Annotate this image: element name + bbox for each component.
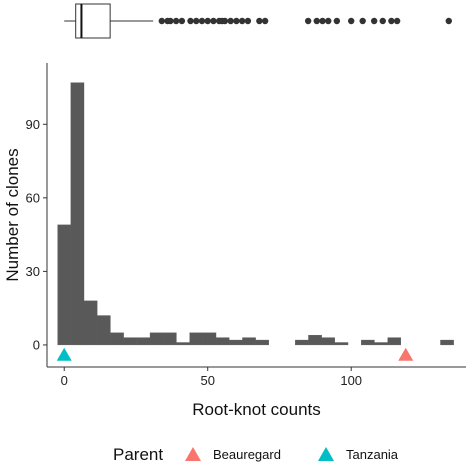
histogram-bar	[334, 342, 349, 346]
boxplot-outlier	[359, 17, 366, 25]
boxplot-outlier	[227, 17, 234, 25]
boxplot-outlier	[158, 17, 165, 25]
legend-marker-beauregard	[185, 447, 201, 461]
x-tick-label: 0	[61, 373, 68, 388]
histogram-bar	[295, 339, 309, 346]
histogram-bar	[70, 82, 85, 346]
histogram-bar	[110, 332, 124, 346]
boxplot-outlier	[187, 17, 194, 25]
histogram-bar	[97, 315, 111, 346]
parent-markers	[56, 347, 414, 361]
histogram-bar	[387, 337, 402, 346]
y-axis-title: Number of clones	[3, 148, 22, 281]
y-tick-label: 60	[26, 190, 40, 205]
histogram-bar	[57, 224, 71, 346]
x-axis-ticks: 0 50 100	[61, 367, 362, 388]
y-axis-ticks: 0 30 60 90	[26, 117, 47, 352]
histogram-panel: 0 30 60 90 0 50 100	[26, 63, 466, 388]
parent-marker-tanzania	[56, 347, 72, 361]
histogram-bar	[149, 332, 164, 346]
boxplot-outlier	[256, 17, 263, 25]
boxplot-outlier	[393, 17, 401, 25]
histogram-bar	[202, 332, 217, 346]
x-tick-label: 50	[200, 373, 214, 388]
boxplot-outlier	[313, 17, 320, 25]
histogram-bar	[136, 337, 151, 346]
histogram-bar	[83, 300, 98, 346]
histogram-bar	[215, 337, 230, 346]
boxplot-outlier	[221, 17, 229, 25]
y-tick-label: 30	[26, 264, 40, 279]
histogram-bar	[176, 342, 190, 346]
boxplot-outlier	[233, 17, 240, 25]
histogram-bar	[255, 339, 269, 346]
legend: Parent Beauregard Tanzania	[113, 445, 399, 464]
boxplot-outlier	[198, 17, 206, 25]
boxplot-outlier	[210, 17, 217, 25]
histogram-bar	[321, 337, 335, 346]
legend-title: Parent	[113, 445, 163, 464]
boxplot-outlier	[261, 17, 269, 25]
boxplot-outlier	[370, 17, 378, 25]
boxplot-outlier	[319, 17, 326, 25]
boxplot-outlier	[325, 17, 332, 25]
boxplot-outlier	[172, 17, 180, 25]
histogram-bar	[242, 337, 256, 346]
x-axis-title: Root-knot counts	[192, 400, 321, 419]
histogram-bar	[361, 339, 375, 346]
x-tick-label: 100	[340, 373, 362, 388]
boxplot-outlier	[348, 17, 355, 25]
boxplot-outlier	[379, 17, 386, 25]
boxplot-outlier	[193, 17, 200, 25]
boxplot-outlier	[167, 17, 174, 25]
legend-label-beauregard: Beauregard	[213, 447, 281, 462]
boxplot-outlier	[178, 17, 186, 25]
histogram-bar	[440, 339, 454, 346]
boxplot-outlier	[238, 17, 246, 25]
histogram-bars	[57, 82, 454, 346]
histogram-bar	[229, 339, 243, 346]
legend-label-tanzania: Tanzania	[346, 447, 399, 462]
boxplot-outlier	[388, 17, 395, 25]
legend-marker-tanzania	[318, 447, 334, 461]
y-tick-label: 90	[26, 117, 40, 132]
histogram-bar	[123, 337, 137, 346]
histogram-bar	[189, 332, 203, 346]
boxplot-outlier	[304, 17, 312, 25]
boxplot-outlier	[445, 17, 452, 25]
boxplot-outlier	[244, 17, 252, 25]
histogram-bar	[374, 342, 388, 346]
histogram-bar	[308, 334, 322, 346]
boxplot-panel	[64, 3, 452, 39]
boxplot-outlier	[333, 17, 341, 25]
histogram-bar	[163, 332, 177, 346]
y-tick-label: 0	[33, 337, 40, 352]
parent-marker-beauregard	[398, 347, 414, 361]
boxplot-outlier	[204, 17, 211, 25]
